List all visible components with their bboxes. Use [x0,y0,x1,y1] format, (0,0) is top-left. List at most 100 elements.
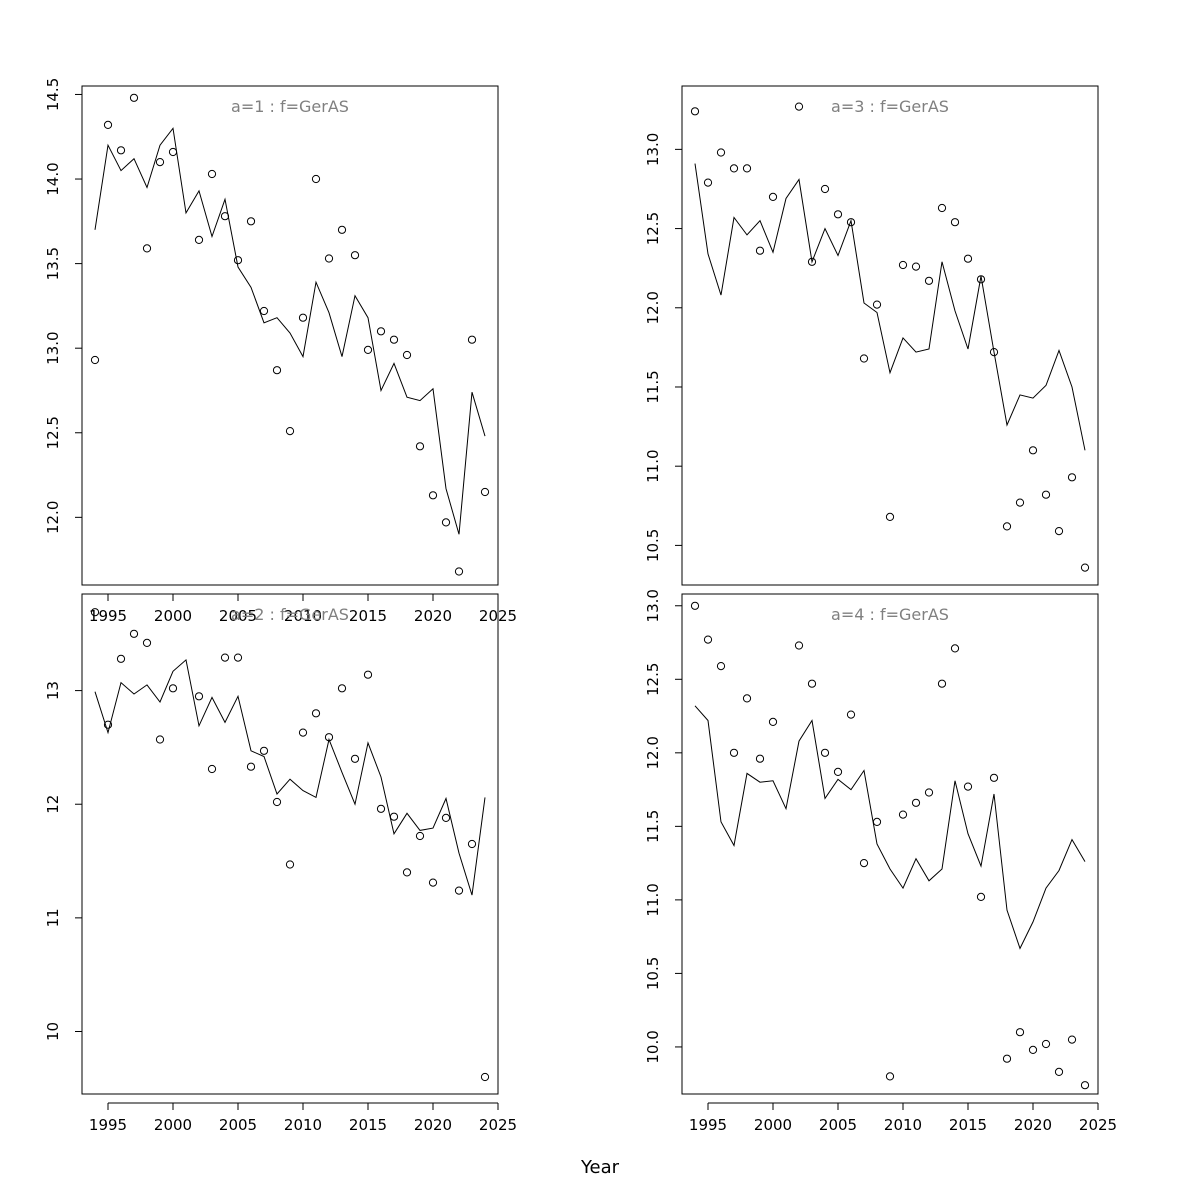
data-point [402,868,412,877]
y-tick-label: 11.0 [644,883,662,916]
data-point [742,694,752,703]
data-point [103,720,113,729]
series-line [694,705,1086,950]
panel-frame [681,85,1099,586]
y-tick-label: 12.0 [644,736,662,769]
data-point [729,748,739,757]
data-point [428,878,438,887]
x-tick-label: 2000 [154,607,192,625]
data-point [233,256,243,265]
data-point [716,662,726,671]
data-point [794,641,804,650]
data-point [376,804,386,813]
data-point [794,102,804,111]
data-point [363,345,373,354]
data-point [768,717,778,727]
data-point [376,327,386,336]
data-point [1002,522,1012,531]
chart-panel-a4: a=4 : f=GerAS 10.0 10.5 11.0 11.5 12.0 12.5 13.… [644,589,1117,1134]
y-tick-label: 13.5 [44,247,62,280]
y-tick-label: 11.5 [644,370,662,403]
data-point [389,812,399,821]
data-point [729,164,739,173]
panel-title: a=4 : f=GerAS [831,605,949,624]
x-tick-label: 2015 [349,1116,387,1134]
data-point [298,728,308,737]
data-point [337,225,347,234]
data-point [1067,1035,1077,1044]
data-point [924,276,934,285]
y-tick-label: 12.5 [44,416,62,449]
data-point [103,120,113,130]
data-point [807,257,817,266]
data-point [324,733,334,742]
y-tick-label: 12.5 [644,663,662,696]
data-point [911,262,921,271]
data-point [389,335,399,344]
data-point [454,886,464,895]
y-tick-label: 12.5 [644,212,662,245]
data-point [898,810,908,819]
data-point [768,192,778,201]
data-point [259,306,269,316]
data-point [846,710,856,719]
panel-frame [81,85,499,586]
x-tick-label: 1995 [689,1116,727,1134]
data-point [220,653,230,662]
x-tick-label: 2010 [284,607,322,625]
data-point [950,644,960,653]
x-tick-label: 2025 [1079,1116,1117,1134]
data-point [454,567,464,576]
data-point [690,107,700,116]
y-tick-label: 14.0 [44,162,62,195]
chart-panel-a1: a=1 : f=GerAS12.012.513.013.514.014.5199… [44,78,517,625]
data-point [976,275,986,284]
data-point [467,335,477,344]
data-point [441,813,451,823]
data-point [350,251,360,260]
data-point [963,254,973,263]
y-tick-label: 10.5 [644,529,662,562]
data-point [1015,1028,1025,1037]
data-point [233,653,243,662]
x-tick-label: 2000 [154,1116,192,1134]
panel-title: a=2 : f=GerAS [231,605,349,624]
data-point [872,300,882,309]
x-tick-label: 2005 [219,607,257,625]
y-tick-label: 11 [44,908,62,927]
data-point [703,635,713,644]
data-point [194,235,204,244]
data-point [1002,1054,1012,1063]
data-point [168,684,178,693]
data-point [833,767,843,777]
y-tick-label: 13 [44,681,62,700]
chart-panel-a2: a=2 : f=GerAS 10 11 12 13 1995 2000 2005 2010 201… [44,593,517,1134]
data-point [885,1072,895,1081]
data-point [950,218,960,227]
x-tick-label: 2010 [884,1116,922,1134]
data-point [337,684,347,693]
data-point [259,746,269,755]
data-point [989,348,999,357]
y-tick-label: 12.0 [644,291,662,324]
series-line [694,163,1086,451]
chart-panel-a3: a=3 : f=GerAS 10.5 11.0 11.5 12.0 12.5 13.0 [644,85,1099,586]
panel-title: a=1 : f=GerAS [231,97,349,116]
x-axis-label: Year [580,1157,620,1178]
x-tick-label: 2015 [949,1116,987,1134]
data-point [885,512,895,522]
y-tick-label: 12.0 [44,501,62,534]
data-point [872,817,882,827]
data-point [1028,446,1038,455]
data-point [467,839,477,849]
y-tick-label: 13.0 [644,589,662,622]
data-point [742,164,752,173]
data-point [755,754,765,763]
data-point [311,174,321,184]
series-line [94,658,486,896]
data-point [690,601,700,610]
data-point [285,427,295,436]
data-point [207,764,217,774]
panel-frame [681,593,1099,1095]
